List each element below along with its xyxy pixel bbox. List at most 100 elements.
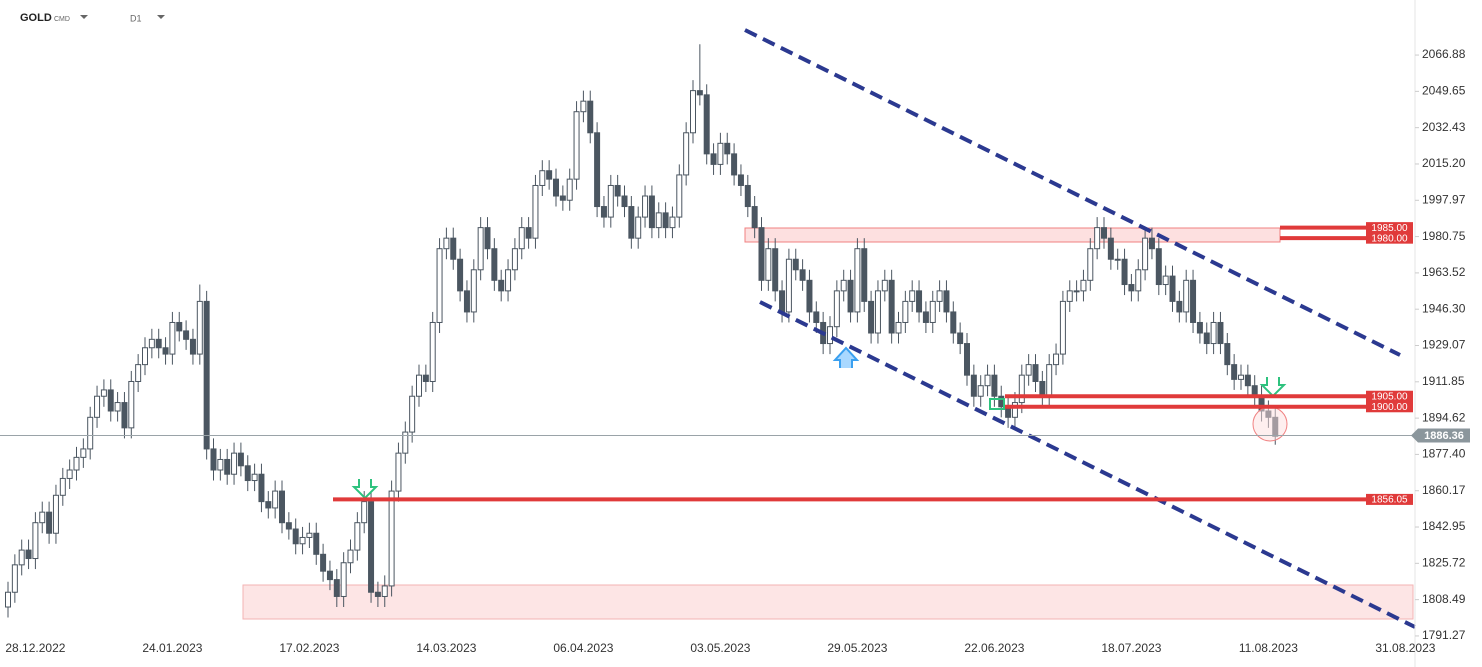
candle-body: [525, 227, 532, 239]
candle-body: [1046, 364, 1053, 397]
candle-body: [169, 321, 176, 355]
candle-body: [922, 311, 929, 323]
candle-body: [737, 174, 744, 186]
candle-body: [813, 311, 820, 323]
candle-body: [1101, 227, 1107, 239]
candle-body: [285, 522, 292, 530]
candle-body: [765, 248, 772, 281]
candle-body: [52, 494, 59, 534]
candle-body: [354, 522, 361, 551]
candle-body: [210, 448, 217, 471]
x-tick-label: 03.05.2023: [690, 641, 750, 655]
candle-body: [320, 553, 327, 572]
candle-body: [368, 501, 375, 593]
level-label: 1856.05: [1371, 495, 1408, 506]
candle-body: [59, 477, 66, 496]
candle-body: [772, 248, 779, 292]
candle-body: [340, 562, 347, 597]
candle-body: [977, 385, 984, 397]
candle-body: [847, 279, 854, 313]
timeframe[interactable]: D1: [130, 13, 142, 23]
candle-body: [443, 237, 450, 250]
candle-body: [374, 591, 381, 597]
candle-body: [299, 536, 306, 545]
candle-body: [5, 591, 11, 608]
candle-body: [272, 490, 279, 509]
y-tick-label: 1963.52: [1422, 265, 1466, 279]
candle-body: [73, 456, 80, 471]
y-tick-label: 2049.65: [1422, 84, 1466, 98]
candle-body: [457, 258, 464, 292]
candle-body: [888, 279, 895, 334]
level-label-box: [1366, 390, 1413, 402]
candle-body: [587, 100, 594, 134]
candle-body: [1217, 321, 1224, 345]
candle-body: [1121, 258, 1128, 286]
candle-body: [11, 564, 18, 593]
y-tick-label: 2066.88: [1422, 47, 1466, 61]
candle-body: [916, 290, 923, 313]
candle-body: [258, 473, 265, 503]
y-tick-label: 2032.43: [1422, 120, 1466, 134]
candle-body: [436, 248, 443, 323]
dropdown-icon[interactable]: [157, 15, 165, 19]
candle-body: [100, 389, 107, 397]
candle-body: [498, 279, 505, 292]
candle-body: [717, 142, 724, 165]
candle-body: [107, 389, 114, 412]
candle-body: [265, 501, 272, 509]
candle-body: [237, 452, 244, 467]
candle-body: [696, 90, 703, 96]
y-tick-label: 1877.40: [1422, 447, 1466, 461]
support-zone: [242, 584, 1414, 620]
candle-body: [1025, 364, 1032, 376]
candle-body: [929, 300, 936, 323]
x-tick-label: 18.07.2023: [1101, 641, 1161, 655]
candle-body: [39, 511, 46, 524]
candle-body: [573, 111, 580, 180]
candle-body: [792, 258, 799, 271]
candle-body: [491, 248, 498, 281]
candle-body: [477, 227, 484, 271]
candle-body: [1155, 248, 1162, 286]
marker-box: [989, 398, 1005, 410]
candle-body: [484, 227, 491, 250]
candle-body: [936, 290, 943, 302]
y-tick-label: 1929.07: [1422, 338, 1466, 352]
level-label: 1980.00: [1371, 233, 1408, 244]
sell-arrow: [1259, 377, 1287, 398]
dropdown-icon[interactable]: [80, 15, 88, 19]
candle-body: [642, 195, 649, 218]
y-tick-label: 1911.85: [1422, 374, 1465, 388]
candle-body: [546, 170, 553, 180]
candle-body: [1162, 275, 1169, 286]
candle-body: [614, 184, 621, 197]
candle-body: [840, 279, 847, 292]
candle-body: [189, 338, 196, 355]
candle-body: [306, 532, 313, 538]
candle-body: [868, 300, 875, 334]
candle-body: [416, 374, 422, 397]
candle-body: [1135, 269, 1142, 292]
candle-body: [80, 448, 87, 458]
candle-body: [1148, 237, 1155, 250]
candle-body: [881, 279, 888, 292]
candle-body: [854, 248, 861, 313]
candle-body: [162, 347, 169, 355]
candle-body: [1196, 321, 1203, 334]
x-tick-label: 17.02.2023: [279, 641, 339, 655]
candle-body: [381, 585, 388, 597]
candle-body: [827, 326, 833, 345]
x-tick-label: 31.08.2023: [1375, 641, 1435, 655]
candle-body: [648, 195, 655, 229]
candle-body: [25, 549, 32, 560]
level-label: 1985.00: [1371, 223, 1408, 234]
level-label: 1905.00: [1371, 391, 1408, 402]
candle-body: [217, 458, 224, 471]
candle-body: [1094, 227, 1101, 250]
candle-body: [224, 458, 231, 475]
last-price-label: 1886.36: [1424, 430, 1464, 442]
channel-lower: [759, 300, 1416, 629]
candle-body: [183, 330, 190, 340]
